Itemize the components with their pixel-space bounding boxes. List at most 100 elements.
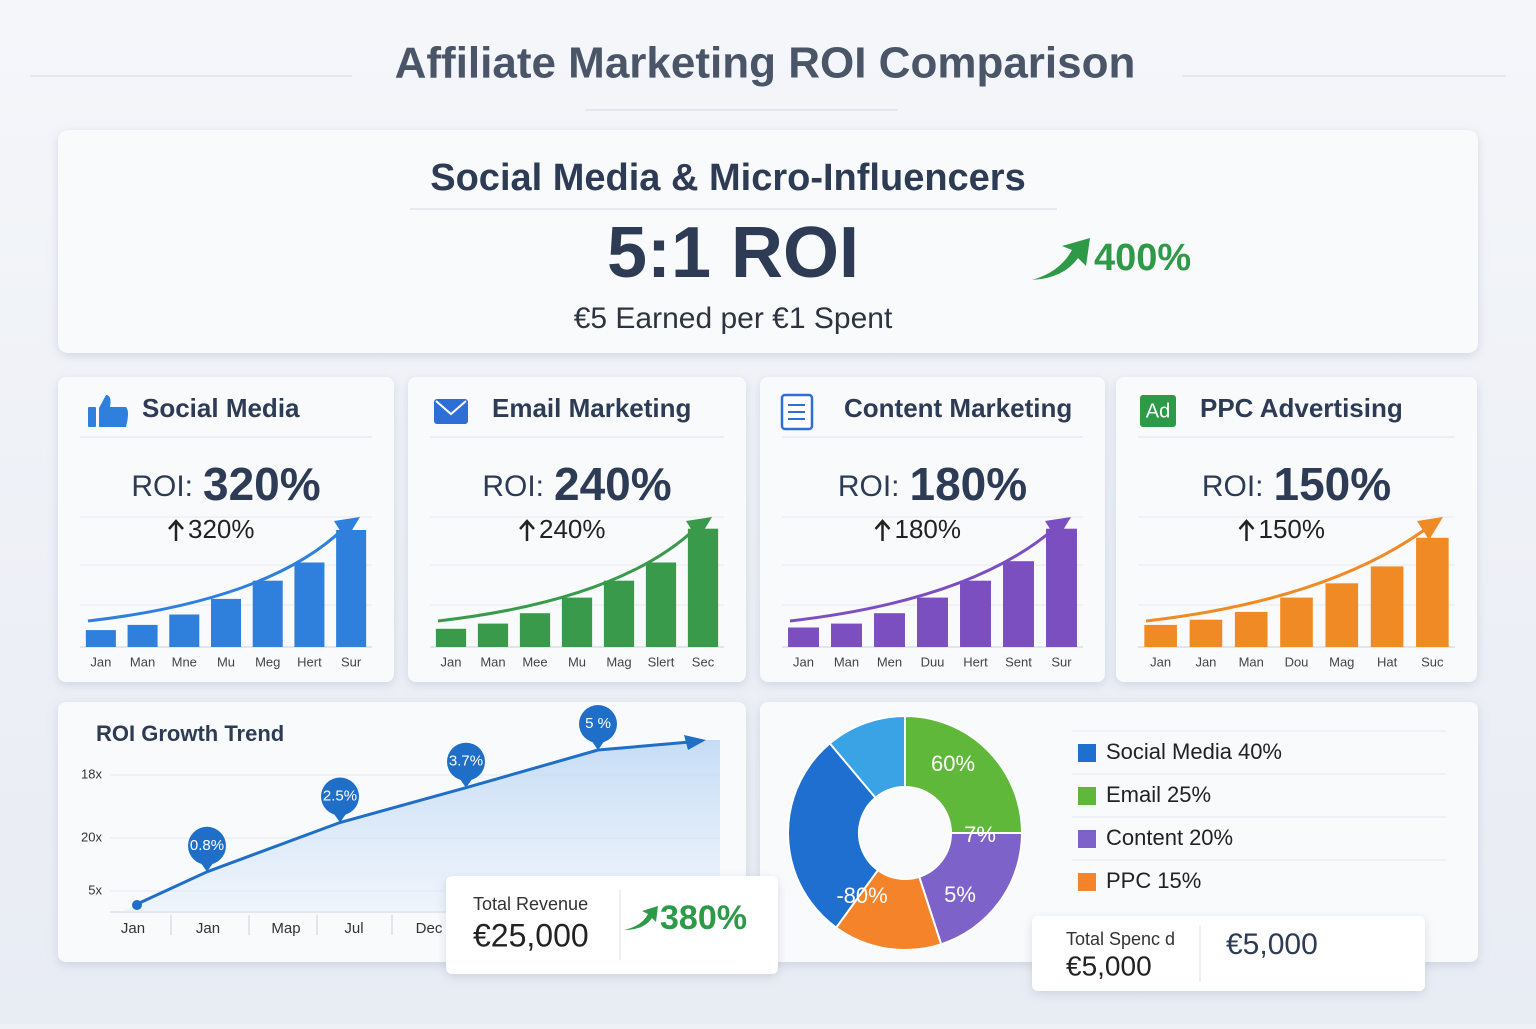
slice-label: 5% (944, 882, 976, 907)
hero-card (58, 130, 1478, 353)
trend-arrowhead (1417, 517, 1443, 540)
month-label: Dou (1285, 654, 1309, 669)
callout-label: 3.7% (449, 753, 483, 770)
legend-name: Social Media (1106, 739, 1233, 764)
x-label: Dec (416, 920, 443, 937)
month-label: Mag (606, 654, 631, 669)
bar (127, 624, 158, 647)
legend-entry: Email 25% (1106, 782, 1211, 807)
roi-label: ROI: (1202, 470, 1264, 503)
roi-value: 150% (1274, 458, 1392, 510)
bar (788, 627, 819, 647)
month-label: Sent (1005, 654, 1032, 669)
legend-value: 40% (1238, 739, 1282, 764)
hero-roi: 5:1 ROI (607, 213, 859, 293)
month-label: Slert (648, 654, 675, 669)
spend-label: Total Spenc d (1066, 929, 1175, 949)
month-label: Sec (692, 654, 715, 669)
roi-value: 240% (554, 458, 672, 510)
bar (1046, 528, 1077, 647)
revenue-amount: €25,000 (473, 917, 589, 953)
callout (321, 777, 359, 816)
month-label: Jan (793, 654, 814, 669)
legend-swatch (1078, 830, 1096, 848)
trend-arrowhead (684, 735, 706, 750)
callout-label: 5 % (585, 715, 611, 732)
y-label: 5x (88, 882, 102, 897)
like-icon (99, 395, 128, 427)
month-label: Men (877, 654, 902, 669)
roi-label: ROI: (131, 470, 193, 503)
ad-icon-label: Ad (1146, 400, 1170, 422)
bar (1003, 561, 1034, 647)
trend-start-dot (132, 900, 142, 910)
roi-line: ROI: 240% (482, 458, 671, 510)
bar (519, 613, 551, 647)
revenue-change: 380% (660, 899, 747, 937)
spend-amount: €5,000 (1066, 950, 1152, 981)
month-label: Man (834, 654, 859, 669)
legend-swatch (1078, 744, 1096, 762)
trend-curve (789, 526, 1056, 623)
trend-line-end (597, 740, 691, 752)
donut-slice (834, 868, 943, 951)
donut-highlight (828, 714, 906, 800)
trend-curve (1145, 526, 1428, 623)
callout-label: 2.5% (323, 787, 357, 804)
bar (645, 562, 677, 647)
hero-heading: Social Media & Micro-Influencers (430, 157, 1025, 199)
month-label: Sur (341, 654, 362, 669)
month-label: Mu (217, 654, 235, 669)
roi-label: ROI: (838, 470, 900, 503)
bar (561, 597, 593, 647)
up-arrow-icon (519, 519, 535, 530)
spend-amount-secondary: €5,000 (1226, 928, 1318, 961)
legend-value: 20% (1189, 825, 1233, 850)
month-label: Jan (1150, 654, 1171, 669)
slice-label: -80% (836, 883, 887, 908)
y-label: 18x (81, 766, 102, 781)
channel-name: Social Media (142, 393, 300, 423)
trend-curve (437, 526, 698, 623)
revenue-card (446, 876, 778, 974)
bar (435, 628, 467, 647)
roi-change: 240% (539, 514, 606, 544)
month-label: Mag (1329, 654, 1354, 669)
trend-arrowhead (334, 517, 360, 540)
revenue-label: Total Revenue (473, 894, 588, 914)
bar (874, 613, 905, 647)
month-label: Hert (297, 654, 322, 669)
trend-line-start (134, 870, 208, 907)
bar (1280, 597, 1313, 647)
hero-change: 400% (1094, 237, 1191, 279)
roi-line: ROI: 180% (838, 458, 1027, 510)
bar (1325, 583, 1359, 647)
bar (252, 580, 283, 647)
trend-title: ROI Growth Trend (96, 721, 284, 746)
bar (1144, 624, 1177, 647)
roi-change: 150% (1259, 514, 1326, 544)
month-label: Man (130, 654, 155, 669)
channel-name: PPC Advertising (1200, 393, 1403, 423)
slice-label: 7% (964, 822, 996, 847)
bar (603, 580, 635, 647)
up-arrow-icon (874, 519, 891, 530)
legend-entry: PPC 15% (1106, 868, 1201, 893)
bar (917, 597, 948, 647)
bar (1189, 619, 1223, 647)
donut-slice (917, 832, 1024, 946)
bar (336, 530, 367, 647)
trend-area (120, 740, 720, 912)
bar (477, 623, 509, 647)
callout (447, 742, 485, 781)
legend-name: Email (1106, 782, 1161, 807)
roi-change: 320% (188, 514, 255, 544)
legend-value: 15% (1157, 868, 1201, 893)
month-label: Jan (1195, 654, 1216, 669)
donut-slice (904, 714, 1024, 834)
month-label: Jan (441, 654, 462, 669)
legend-value: 25% (1167, 782, 1211, 807)
up-arrow-icon (168, 519, 184, 530)
